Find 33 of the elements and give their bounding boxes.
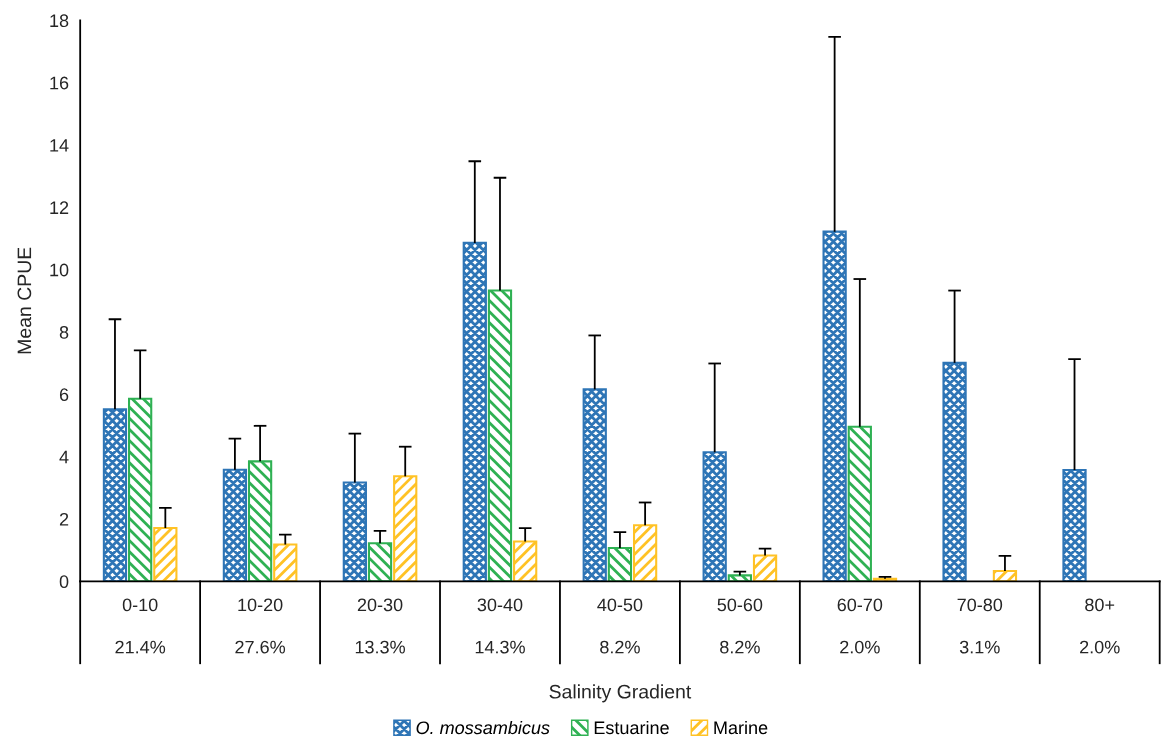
x-tick-label: 40-50 <box>597 598 643 612</box>
y-tick-label: 4 <box>59 450 69 464</box>
y-tick-label: 12 <box>50 201 69 214</box>
x-tick-label: 10-20 <box>238 598 283 612</box>
text: 2.0% <box>1080 640 1120 654</box>
text: 8.2% <box>720 640 760 654</box>
y-tick-label: 8 <box>59 325 69 339</box>
text: 14.3% <box>475 640 525 654</box>
text: 13.3% <box>355 640 405 654</box>
text: 27.6% <box>235 640 286 654</box>
y-tick-label: 2 <box>59 512 69 526</box>
x-tick-label: 30-40 <box>477 598 523 612</box>
text: 8.2% <box>600 640 640 654</box>
text: 3.1% <box>959 640 1000 654</box>
y-tick-label: 6 <box>59 388 69 402</box>
text: 21.4% <box>115 640 166 654</box>
legend-label: Marine <box>714 720 768 735</box>
y-tick-label: 0 <box>59 575 69 589</box>
y-tick-label: 14 <box>50 139 69 152</box>
x-tick-label: 20-30 <box>357 598 403 612</box>
legend-label: O. mossambicus <box>416 720 550 735</box>
x-tick-label: 80+ <box>1085 598 1115 612</box>
x-tick-label: 60-70 <box>837 598 883 612</box>
x-tick-label: 0-10 <box>122 598 158 612</box>
y-tick-label: 18 <box>50 14 69 28</box>
x-tick-label: 50-60 <box>717 598 763 612</box>
y-tick-label: 10 <box>50 263 69 277</box>
x-tick-label: 70-80 <box>957 598 1003 612</box>
text: 2.0% <box>840 640 880 654</box>
legend-label: Estuarine <box>594 720 669 735</box>
y-axis-title: Mean CPUE <box>17 247 32 354</box>
y-tick-label: 16 <box>50 76 69 90</box>
x-axis-title: Salinity Gradient <box>549 684 692 703</box>
